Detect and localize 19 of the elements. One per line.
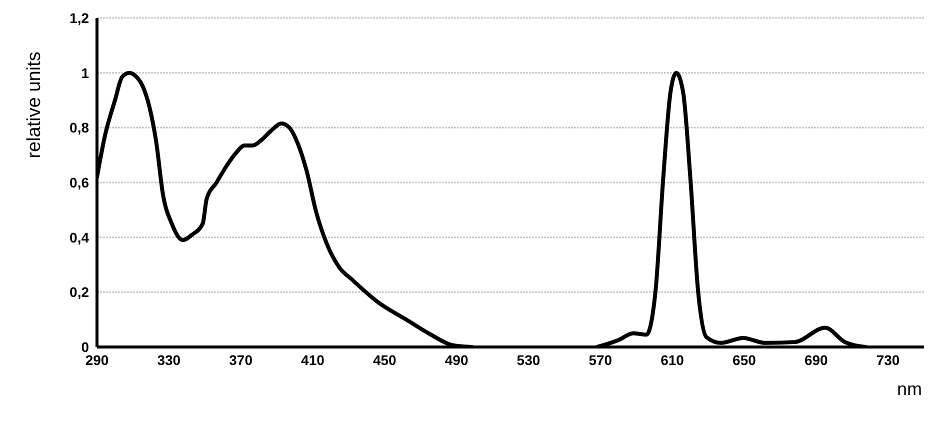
x-tick-label: 610 xyxy=(660,352,684,368)
x-tick-label: 570 xyxy=(588,352,612,368)
x-tick-label: 450 xyxy=(372,352,397,368)
x-tick-label: 490 xyxy=(444,352,468,368)
y-tick-label: 0,6 xyxy=(70,174,90,190)
x-tick-label: 730 xyxy=(876,352,900,368)
y-tick-label: 1,2 xyxy=(70,10,90,26)
y-tick-label: 0,4 xyxy=(70,229,90,246)
x-tick-label: 370 xyxy=(229,352,253,368)
y-axis-title: relative units xyxy=(24,52,45,158)
x-axis-title: nm xyxy=(896,379,922,399)
x-tick-label: 650 xyxy=(732,352,756,368)
x-tick-label: 330 xyxy=(157,352,181,368)
x-tick-label: 530 xyxy=(516,352,540,368)
y-tick-label: 0,2 xyxy=(70,284,90,300)
x-tick-label: 410 xyxy=(301,352,325,368)
x-tick-label: 690 xyxy=(804,352,828,368)
y-tick-label: 0,8 xyxy=(70,120,90,136)
y-tick-label: 1 xyxy=(81,64,90,81)
